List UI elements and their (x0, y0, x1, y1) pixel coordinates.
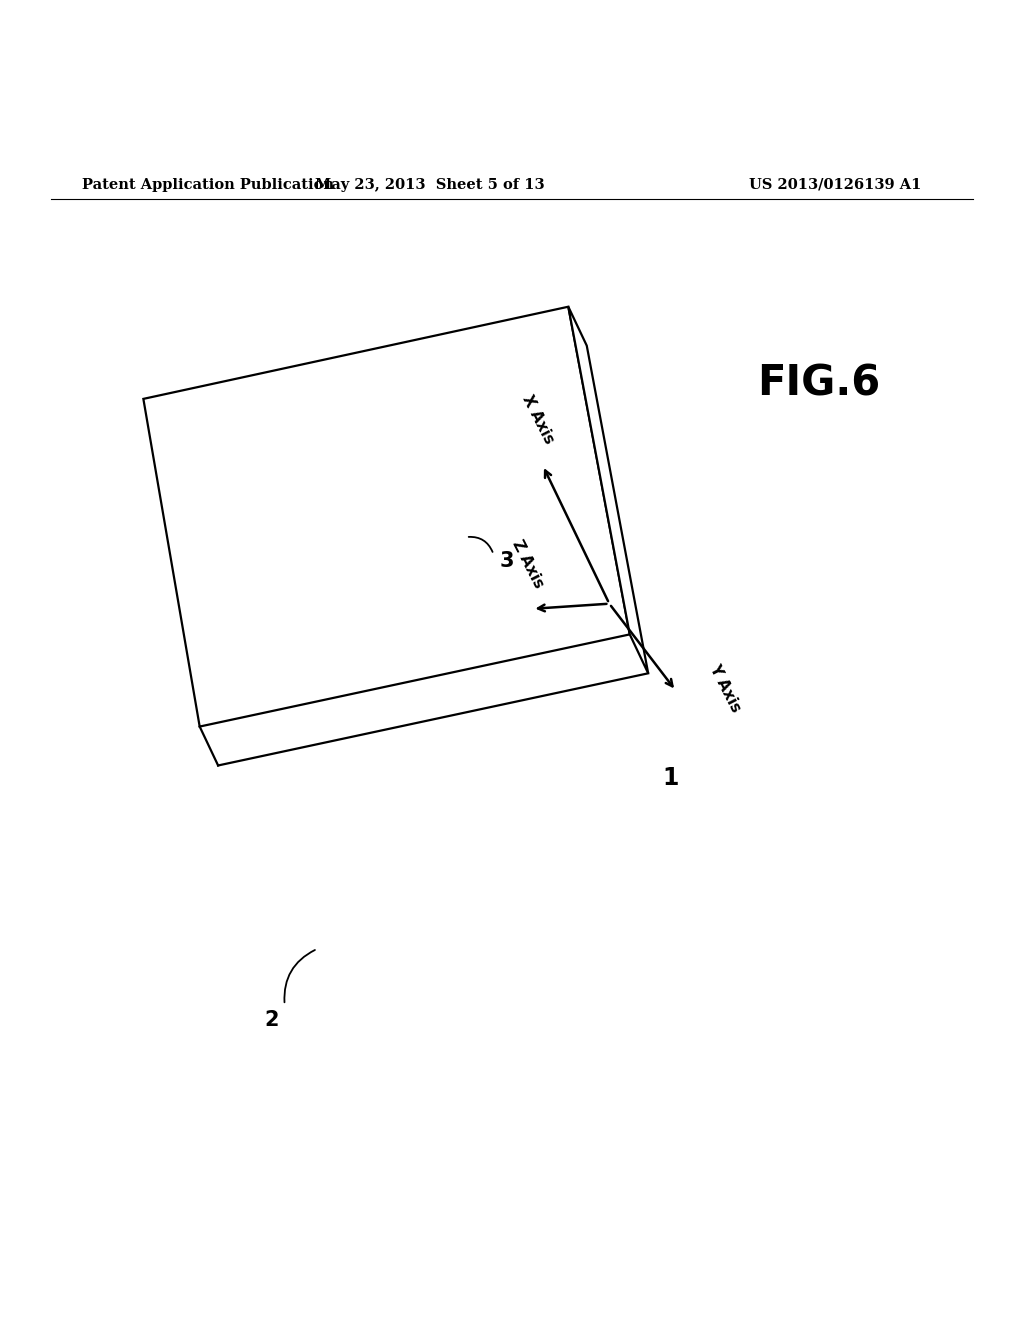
Text: Z Axis: Z Axis (509, 537, 546, 590)
Polygon shape (568, 306, 648, 673)
Polygon shape (143, 306, 630, 726)
Text: May 23, 2013  Sheet 5 of 13: May 23, 2013 Sheet 5 of 13 (315, 178, 545, 191)
Text: FIG.6: FIG.6 (758, 363, 881, 404)
Text: 3: 3 (500, 550, 514, 570)
Text: US 2013/0126139 A1: US 2013/0126139 A1 (750, 178, 922, 191)
Text: Y Axis: Y Axis (707, 663, 743, 715)
Text: Patent Application Publication: Patent Application Publication (82, 178, 334, 191)
Text: 2: 2 (264, 1010, 279, 1031)
Text: 1: 1 (663, 766, 679, 789)
Text: X Axis: X Axis (519, 392, 556, 446)
